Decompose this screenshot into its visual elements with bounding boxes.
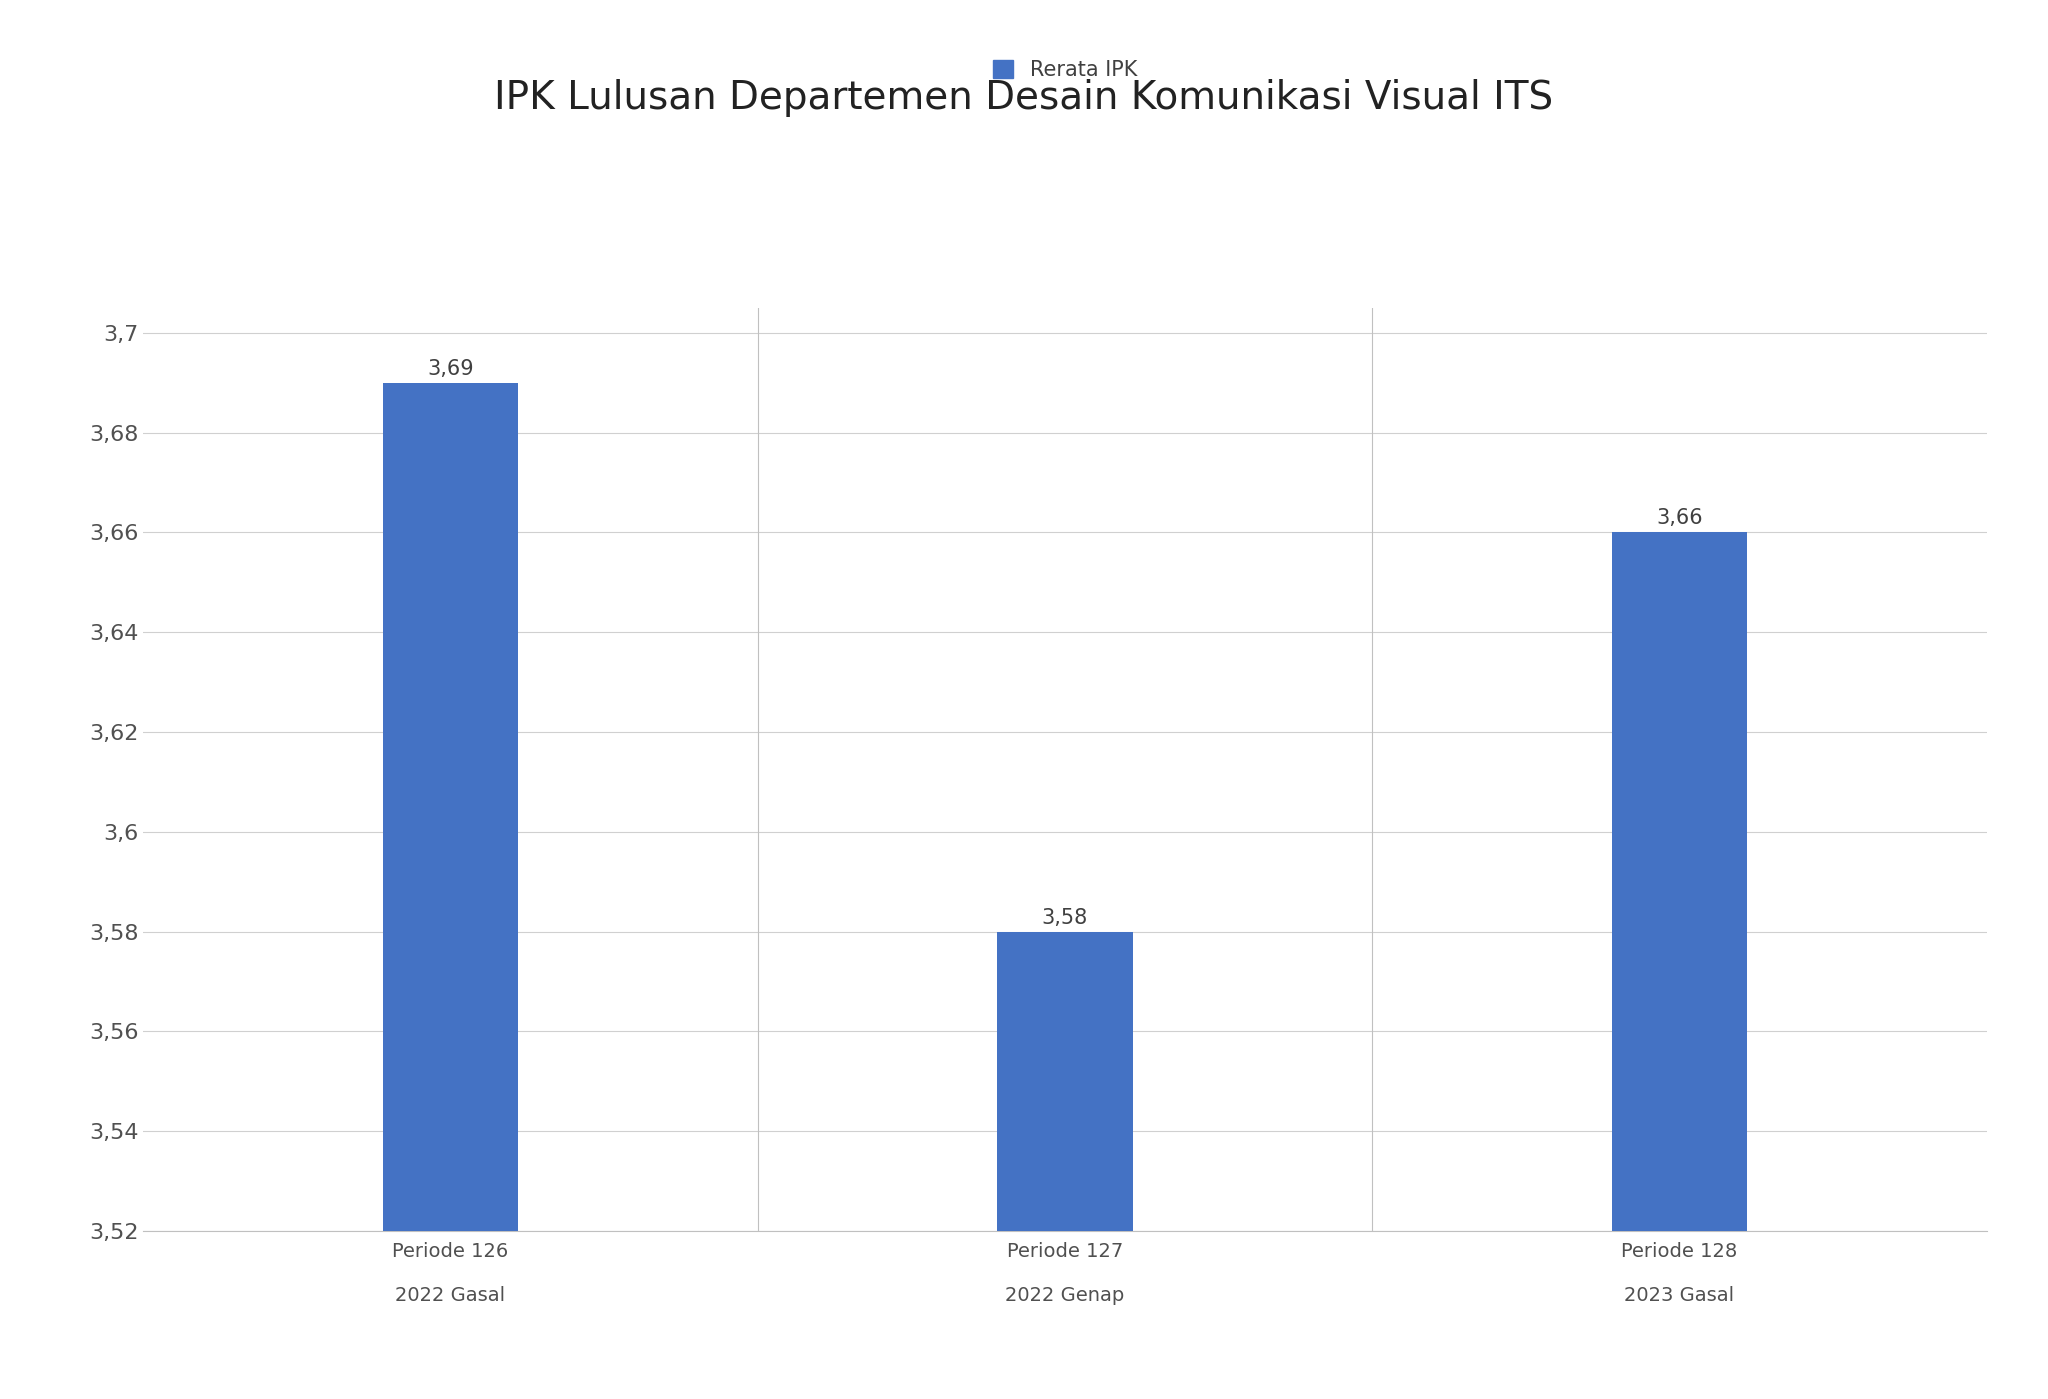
Text: 3,58: 3,58 [1042, 908, 1087, 928]
Bar [383, 383, 518, 1399]
Text: 3,69: 3,69 [428, 358, 473, 379]
Legend: Rerata IPK: Rerata IPK [993, 60, 1137, 80]
Text: 3,66: 3,66 [1657, 508, 1702, 529]
Text: IPK Lulusan Departemen Desain Komunikasi Visual ITS: IPK Lulusan Departemen Desain Komunikasi… [494, 78, 1554, 118]
Bar [997, 932, 1133, 1399]
Bar [1612, 533, 1747, 1399]
